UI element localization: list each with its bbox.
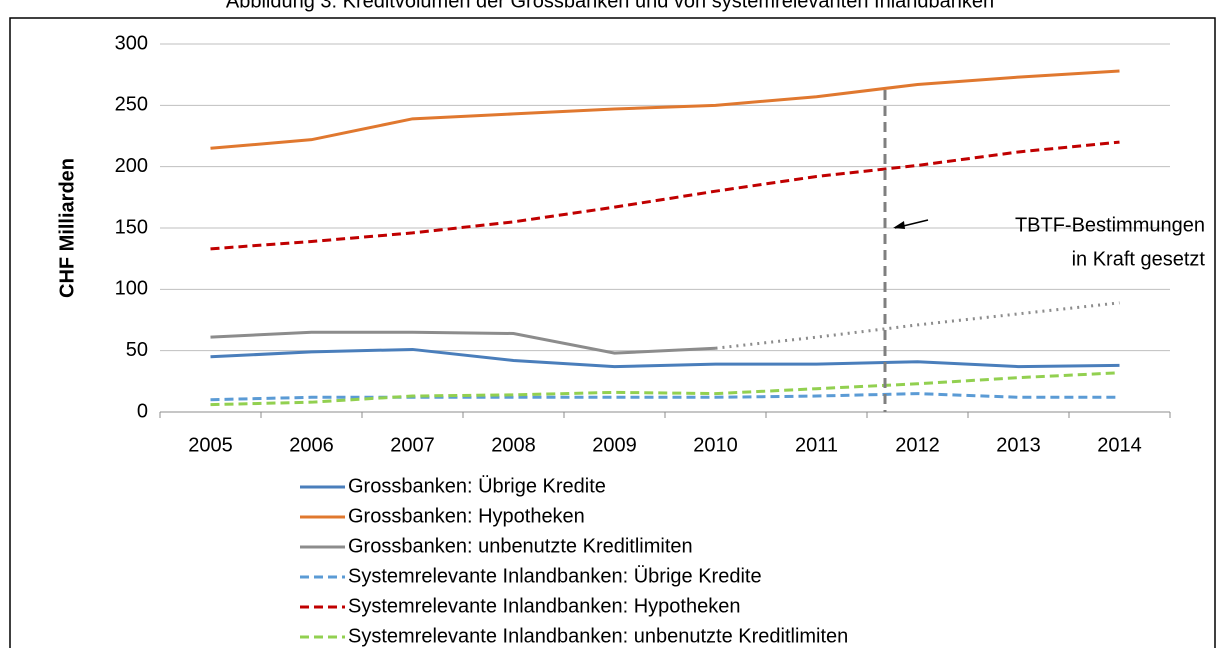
- x-tick-label: 2014: [1097, 434, 1142, 456]
- x-tick-label: 2012: [895, 434, 940, 456]
- legend-label: Systemrelevante Inlandbanken: Übrige Kre…: [348, 565, 762, 587]
- x-tick-label: 2008: [491, 434, 536, 456]
- series-line: [715, 301, 1120, 350]
- series-line: [210, 140, 1120, 251]
- annotation-text: in Kraft gesetzt: [1072, 248, 1206, 270]
- y-tick-label: 150: [115, 216, 148, 238]
- x-tick-label: 2009: [592, 434, 637, 456]
- annotation-text: TBTF-Bestimmungen: [1015, 214, 1205, 236]
- legend-label: Grossbanken: Hypotheken: [348, 505, 585, 527]
- y-tick-label: 250: [115, 94, 148, 116]
- y-tick-label: 100: [115, 278, 148, 300]
- legend-label: Systemrelevante Inlandbanken: unbenutzte…: [348, 625, 848, 647]
- legend-label: Grossbanken: unbenutzte Kreditlimiten: [348, 535, 693, 557]
- legend-label: Grossbanken: Übrige Kredite: [348, 475, 606, 497]
- y-tick-label: 300: [115, 32, 148, 54]
- legend-label: Systemrelevante Inlandbanken: Hypotheken: [348, 595, 740, 617]
- y-tick-label: 0: [137, 400, 148, 422]
- x-tick-label: 2007: [390, 434, 435, 456]
- x-tick-label: 2005: [188, 434, 233, 456]
- y-tick-label: 200: [115, 155, 148, 177]
- chart-frame: [9, 17, 1216, 648]
- x-tick-label: 2013: [996, 434, 1041, 456]
- series-line: [210, 371, 1120, 407]
- x-tick-label: 2011: [795, 434, 838, 456]
- series-line: [210, 330, 716, 355]
- y-axis-label: CHF Milliarden: [56, 158, 78, 298]
- series-line: [210, 347, 1120, 369]
- x-tick-label: 2010: [693, 434, 738, 456]
- annotation-arrowhead: [893, 221, 905, 229]
- series-line: [210, 392, 1120, 402]
- y-tick-label: 50: [126, 339, 148, 361]
- chart-title: Abbildung 3: Kreditvolumen der Grossbank…: [226, 0, 994, 12]
- series-line: [210, 69, 1120, 150]
- x-tick-label: 2006: [289, 434, 334, 456]
